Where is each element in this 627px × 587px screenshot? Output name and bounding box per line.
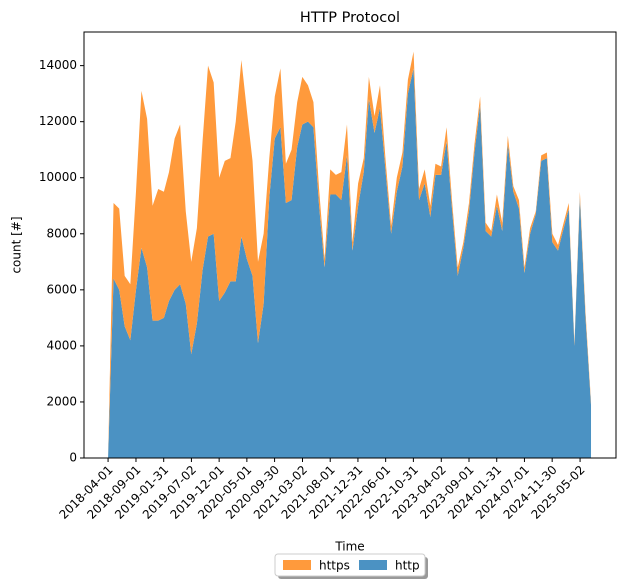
legend <box>274 553 426 577</box>
legend-swatch <box>283 560 311 570</box>
y-tick-label: 10000 <box>39 170 77 184</box>
plot-frame <box>83 31 617 459</box>
y-tick-label: 14000 <box>39 58 77 72</box>
y-tick-label: 8000 <box>46 226 77 240</box>
chart-title: HTTP Protocol <box>300 10 400 26</box>
legend-swatch <box>359 560 387 570</box>
y-tick-label: 0 <box>69 451 77 465</box>
area <box>108 51 592 459</box>
legend-label: http <box>395 559 420 573</box>
y-tick-label: 6000 <box>46 282 77 296</box>
y-axis-label: count [#] <box>10 216 24 273</box>
legend-label: https <box>319 559 350 573</box>
x-axis-label: Time <box>334 540 364 554</box>
y-tick-label: 4000 <box>46 338 77 352</box>
area <box>108 68 592 459</box>
y-tick-label: 2000 <box>46 394 77 408</box>
y-tick-label: 12000 <box>39 114 77 128</box>
